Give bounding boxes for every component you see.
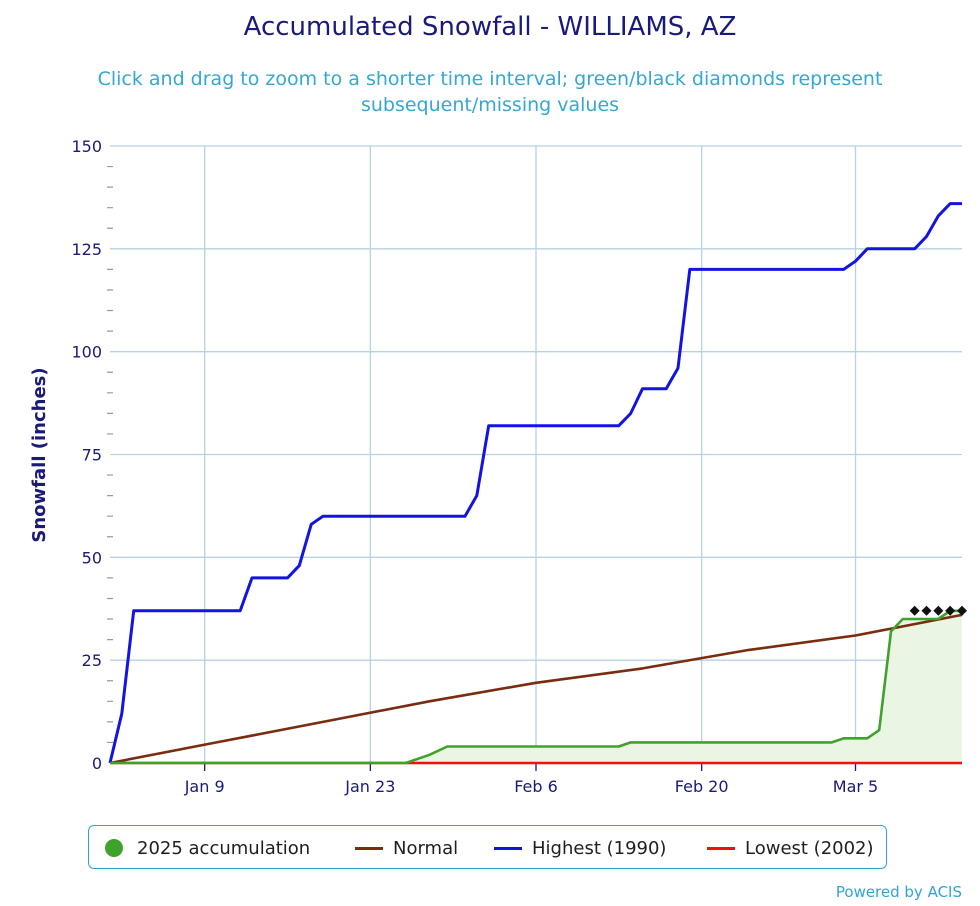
y-tick-label: 75 bbox=[82, 446, 102, 465]
legend-item-lowest[interactable]: Lowest (2002) bbox=[707, 826, 874, 870]
series-line-2025-accumulation bbox=[110, 609, 962, 765]
series-line-normal bbox=[109, 613, 963, 765]
grid-lines bbox=[107, 145, 962, 771]
missing-value-marker bbox=[945, 605, 956, 616]
chart-title: Accumulated Snowfall - WILLIAMS, AZ bbox=[243, 12, 737, 42]
legend-label: Highest (1990) bbox=[532, 837, 667, 859]
chart-area[interactable]: 0 25 50 75 100 125 150 Jan 9 Jan 23 Feb 6 Feb 20 M… bbox=[0, 0, 980, 820]
legend-label: Normal bbox=[393, 837, 459, 859]
powered-by-link[interactable]: Powered by ACIS bbox=[835, 883, 962, 901]
y-axis-ticks: 0 25 50 75 100 125 150 bbox=[71, 137, 102, 773]
legend-label: Lowest (2002) bbox=[745, 837, 874, 859]
missing-value-marker bbox=[909, 605, 920, 616]
chart-legend: 2025 accumulation Normal Highest (1990) … bbox=[88, 825, 887, 869]
x-tick-label: Jan 9 bbox=[184, 777, 225, 796]
missing-value-marker bbox=[933, 605, 944, 616]
legend-item-highest[interactable]: Highest (1990) bbox=[494, 826, 666, 870]
series-group bbox=[108, 202, 967, 765]
y-axis-label: Snowfall (inches) bbox=[29, 367, 50, 542]
y-tick-label: 50 bbox=[82, 548, 102, 567]
legend-item-2025[interactable]: 2025 accumulation bbox=[105, 826, 310, 870]
y-tick-label: 25 bbox=[82, 651, 102, 670]
series-area-2025-accumulation bbox=[110, 610, 962, 763]
legend-label: 2025 accumulation bbox=[137, 837, 311, 859]
x-tick-label: Mar 5 bbox=[833, 777, 878, 796]
legend-line-icon bbox=[494, 846, 522, 850]
y-tick-label: 150 bbox=[71, 137, 102, 156]
series-line-highest-1990 bbox=[108, 202, 962, 764]
legend-item-normal[interactable]: Normal bbox=[355, 826, 458, 870]
chart-subtitle: Click and drag to zoom to a shorter time… bbox=[97, 68, 883, 116]
x-tick-label: Jan 23 bbox=[344, 777, 395, 796]
y-tick-label: 125 bbox=[71, 240, 102, 259]
x-tick-label: Feb 6 bbox=[514, 777, 558, 796]
legend-line-icon bbox=[707, 846, 735, 850]
y-tick-label: 0 bbox=[92, 754, 102, 773]
legend-line-icon bbox=[355, 846, 383, 850]
legend-dot-icon bbox=[105, 839, 123, 857]
x-tick-label: Feb 20 bbox=[675, 777, 729, 796]
y-tick-label: 100 bbox=[71, 343, 102, 362]
missing-value-marker bbox=[957, 605, 967, 616]
missing-value-marker bbox=[921, 605, 932, 616]
x-axis-ticks: Jan 9 Jan 23 Feb 6 Feb 20 Mar 5 bbox=[184, 777, 879, 796]
